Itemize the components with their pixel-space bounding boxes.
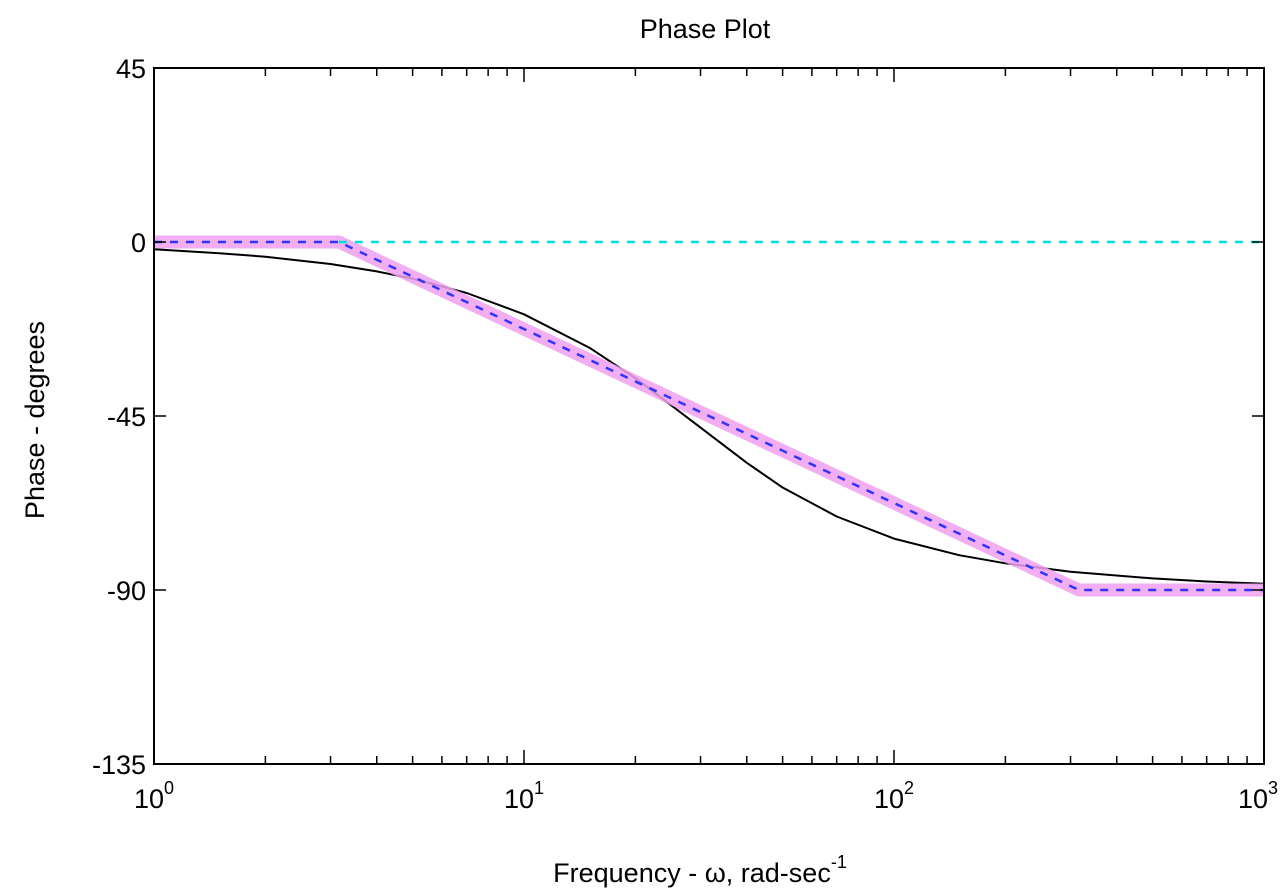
x-axis-label-main: Frequency - ω, rad-sec <box>553 858 831 888</box>
y-tick-label: 0 <box>131 228 146 258</box>
y-tick-label: -135 <box>92 750 146 780</box>
x-tick-label: 100 <box>134 778 174 814</box>
y-axis-label: Phase - degrees <box>20 321 50 519</box>
axis-ticks <box>153 67 1264 765</box>
x-tick-label: 102 <box>874 778 914 814</box>
x-axis-label-superscript: -1 <box>831 852 847 872</box>
x-tick-exponent: 0 <box>164 778 174 798</box>
x-tick-base: 10 <box>874 784 904 814</box>
x-tick-exponent: 3 <box>1268 778 1278 798</box>
x-tick-labels: 100 101 102 103 <box>134 778 1278 814</box>
series-2-dashed-line <box>154 240 1264 592</box>
x-tick-base: 10 <box>1238 784 1268 814</box>
y-tick-label: -90 <box>107 576 146 606</box>
x-tick-label: 101 <box>504 778 544 814</box>
x-tick-base: 10 <box>504 784 534 814</box>
y-tick-labels: 45 0 -45 -90 -135 <box>92 54 146 780</box>
y-tick-label: 45 <box>116 54 146 84</box>
x-axis-label: Frequency - ω, rad-sec-1 <box>553 852 847 888</box>
series-layer <box>153 235 1265 597</box>
x-tick-exponent: 2 <box>904 778 914 798</box>
y-tick-label: -45 <box>107 402 146 432</box>
x-tick-base: 10 <box>134 784 164 814</box>
x-tick-exponent: 1 <box>534 778 544 798</box>
x-tick-label: 103 <box>1238 778 1278 814</box>
chart-title: Phase Plot <box>640 14 771 44</box>
